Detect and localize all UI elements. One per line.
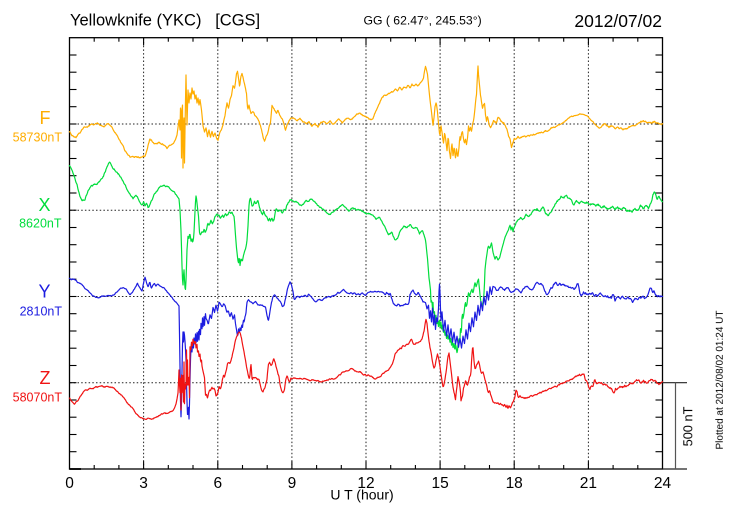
svg-text:F: F	[40, 108, 51, 128]
svg-text:500 nT: 500 nT	[680, 406, 695, 446]
svg-text:24: 24	[654, 475, 672, 492]
svg-text:18: 18	[506, 475, 523, 492]
svg-text:2810nT: 2810nT	[20, 305, 63, 319]
svg-text:6: 6	[213, 475, 222, 492]
svg-text:58070nT: 58070nT	[13, 390, 63, 404]
svg-text:0: 0	[65, 475, 74, 492]
svg-text:Plotted at 2012/08/02 01:24 UT: Plotted at 2012/08/02 01:24 UT	[715, 311, 726, 450]
svg-text:58730nT: 58730nT	[13, 131, 63, 145]
svg-text:12: 12	[357, 475, 374, 492]
svg-text:GG ( 62.47°, 245.53°): GG ( 62.47°, 245.53°)	[364, 14, 482, 28]
svg-text:Z: Z	[40, 368, 51, 388]
svg-text:9: 9	[288, 475, 297, 492]
svg-text:8620nT: 8620nT	[19, 216, 62, 230]
svg-text:X: X	[38, 195, 50, 215]
svg-text:15: 15	[431, 475, 448, 492]
svg-text:3: 3	[139, 475, 148, 492]
svg-text:2012/07/02: 2012/07/02	[574, 11, 662, 31]
svg-text:21: 21	[580, 475, 597, 492]
svg-text:Yellowknife (YKC) [CGS]: Yellowknife (YKC) [CGS]	[70, 12, 260, 30]
svg-text:Y: Y	[38, 282, 50, 302]
svg-text:U T (hour): U T (hour)	[330, 487, 393, 503]
